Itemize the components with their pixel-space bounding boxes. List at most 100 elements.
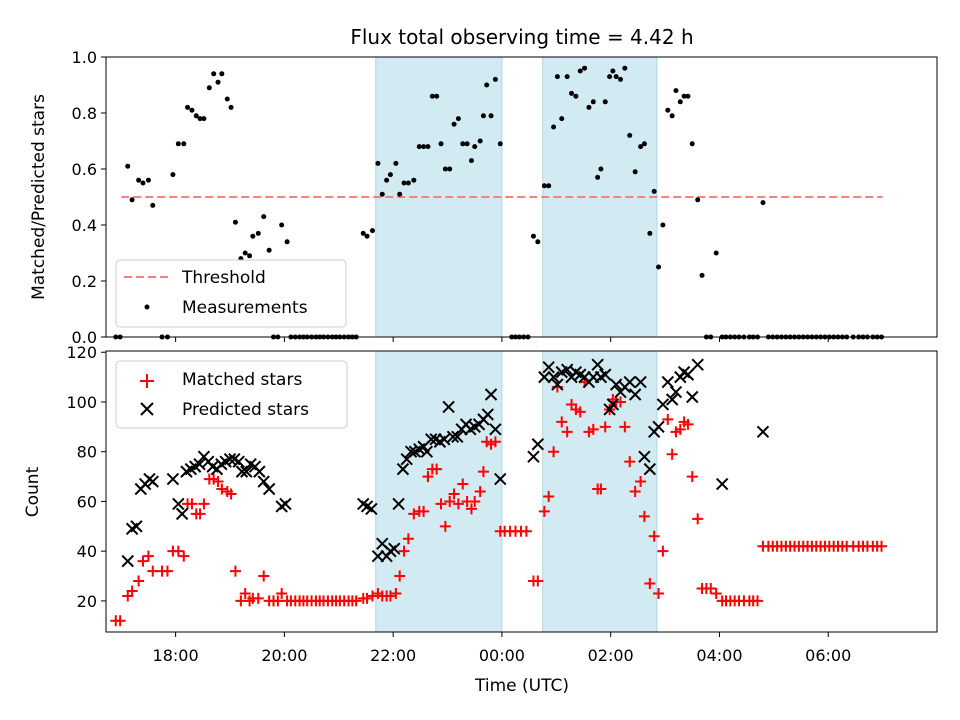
matched-point [686,471,698,483]
predicted-legend-marker [140,402,154,416]
threshold-legend-label: Threshold [181,268,266,288]
top-axes-frame [105,56,938,338]
top-yaxis: 0.0 0.2 0.4 0.6 0.8 1.0 [72,48,106,347]
matched-point [657,545,669,557]
measurement-point [369,228,375,234]
measurement-point [193,113,199,119]
matched-point [682,418,694,430]
predicted-point [396,462,410,476]
measurement-point [685,93,691,99]
matched-point [212,476,224,488]
predicted-point [392,497,405,511]
measurements-legend-marker [144,304,150,310]
measurement-point [573,93,579,99]
top-ytick-label: 0.8 [72,104,97,123]
matched-point [422,471,434,483]
measurement-point [602,99,608,105]
predicted-point [484,388,498,401]
measurement-point [530,233,536,239]
matched-point [172,545,184,557]
matched-point [710,587,722,599]
bottom-xlabel: Time (UTC) [474,676,569,696]
measurement-point [564,74,570,80]
measurement-point [607,74,613,80]
matched-point [752,595,764,607]
matched-point [619,421,631,433]
measurement-point [405,180,411,186]
measurement-point [713,250,719,256]
matched-point [469,495,481,507]
matched-point [532,575,544,587]
measurement-point [677,99,683,105]
measurement-point [421,144,427,150]
predicted-point [628,388,642,401]
matched-point [394,570,406,582]
measurement-point [484,82,490,88]
matched-point [876,540,888,552]
matched-legend-label: Matched stars [182,370,302,390]
predicted-point [438,433,451,446]
predicted-point [425,433,438,446]
matched-point [272,595,284,607]
predicted-point [652,420,665,434]
measurement-point [651,188,657,194]
matched-point [648,530,660,542]
matched-point [635,476,647,488]
matched-point [520,525,532,537]
matched-point [543,490,555,502]
predicted-point [606,398,620,411]
predicted-point [172,497,185,511]
measurement-point [255,230,261,236]
measurement-point [569,90,575,96]
measurement-point [250,233,256,239]
predicted-point [420,445,434,458]
predicted-point [257,475,270,488]
matched-point [239,587,251,599]
predicted-point [442,400,455,414]
top-points [113,65,885,340]
measurement-point [150,202,156,208]
predicted-point [146,475,159,488]
matched-point [692,513,704,525]
matched-point [198,498,210,510]
matched-point [252,592,264,604]
measurement-point [215,79,221,85]
measurement-point [660,222,666,228]
measurement-point [206,85,212,91]
measurement-point [284,239,290,245]
predicted-point [609,378,623,391]
matched-point [142,550,154,562]
measurement-point [129,197,135,203]
predicted-point [262,482,276,496]
predicted-point [681,368,695,381]
predicted-point [756,425,770,439]
matched-point [653,587,665,599]
measurement-point [699,272,705,278]
measurement-point [397,191,403,197]
measurement-point [175,141,181,147]
predicted-point [404,445,418,458]
measurement-point [464,141,470,147]
predicted-point [527,450,540,463]
matched-point [638,510,650,522]
matched-point [561,426,573,438]
bottom-legend-box [115,360,348,429]
bottom-ytick-label: 60 [77,492,97,511]
matched-point [595,483,607,495]
matched-point [114,615,126,627]
predicted-point [279,497,292,511]
measurement-point [641,141,647,147]
measurement-point [497,141,503,147]
bottom-xtick-label: 06:00 [805,646,851,665]
measurement-point [586,104,592,110]
measurement-point [681,93,687,99]
matched-point [705,582,717,594]
measurement-point [551,124,557,130]
matched-point [477,466,489,478]
matched-point [431,463,443,475]
predicted-point [388,542,401,555]
matched-point [489,436,501,448]
predicted-point [538,370,551,384]
predicted-point [634,375,647,389]
measurement-point [442,166,448,172]
